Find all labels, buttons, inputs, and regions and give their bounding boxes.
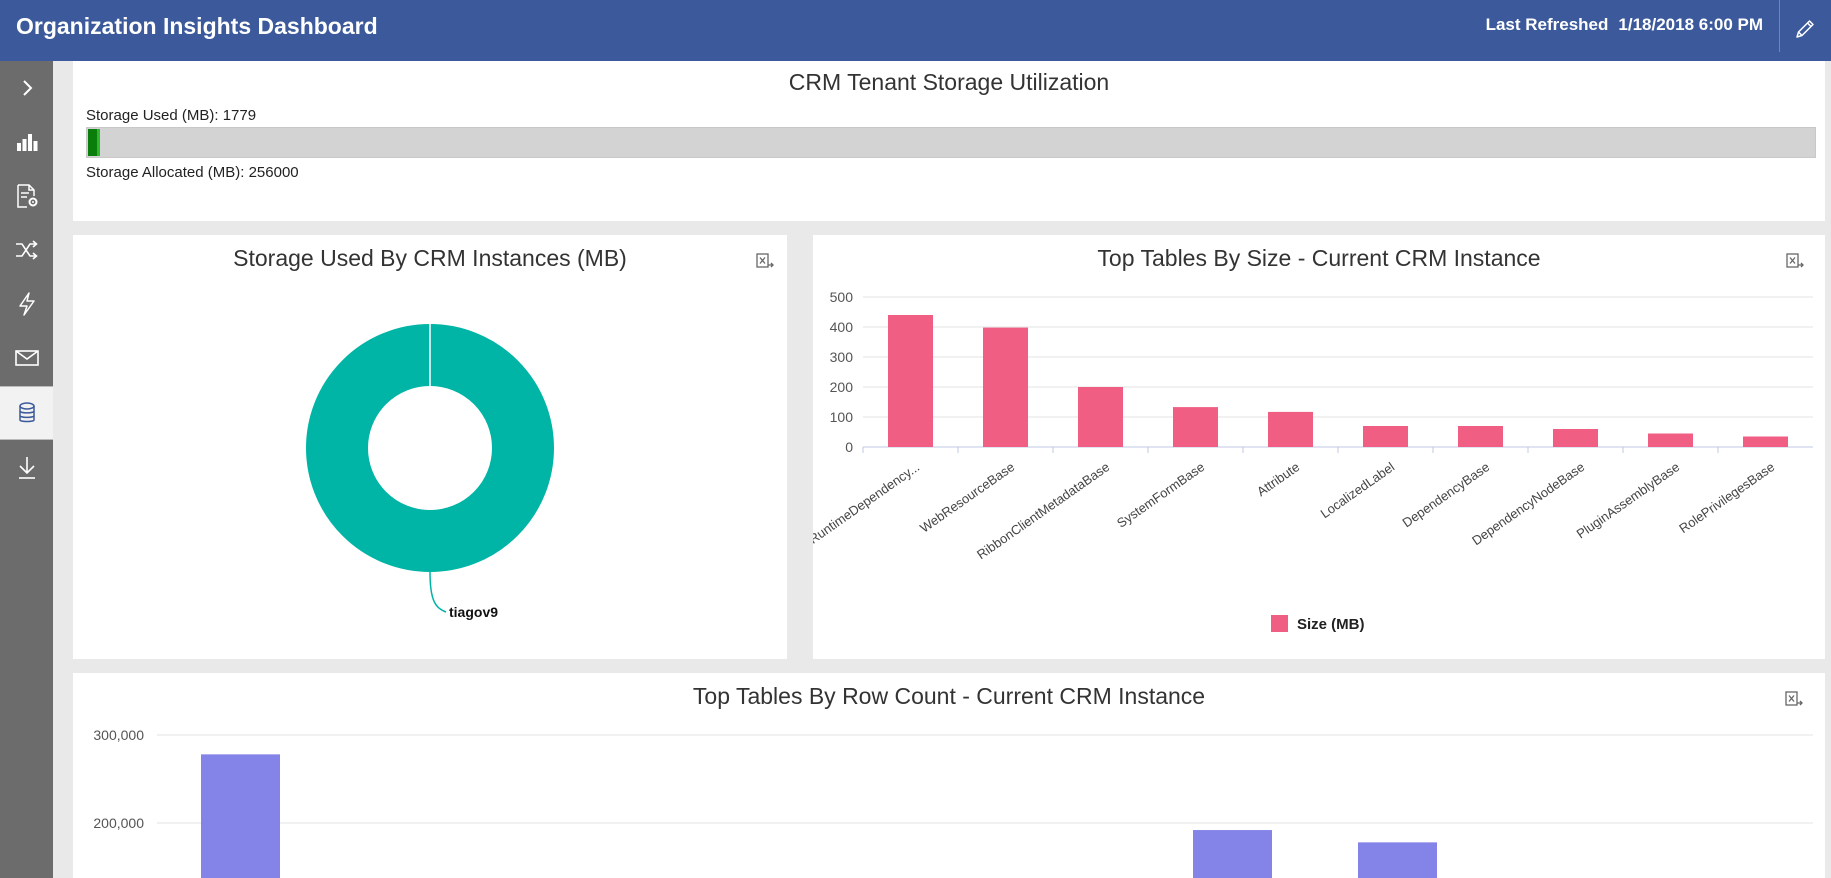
bar-chart-icon — [16, 134, 37, 151]
size-x-tick-label: LocalizedLabel — [1318, 459, 1398, 521]
lightning-icon — [18, 292, 35, 316]
instances-panel: Storage Used By CRM Instances (MB) tiago… — [73, 235, 787, 659]
size-x-tick-label: DependencyBase — [1400, 459, 1493, 530]
size-bar — [1268, 411, 1313, 447]
size-bar — [1648, 433, 1693, 447]
rows-bar-chart: 200,000 300,000 — [93, 727, 1813, 878]
storage-progress-bar — [86, 127, 1816, 158]
size-x-tick-label: PluginAssemblyBase — [1574, 459, 1683, 541]
size-x-tick-label: RolePrivilegesBase — [1676, 459, 1777, 536]
export-excel-button[interactable] — [1782, 687, 1806, 711]
size-bar — [1173, 407, 1218, 447]
size-bar — [1458, 426, 1503, 447]
shuffle-icon — [15, 240, 38, 260]
size-bar — [888, 315, 933, 447]
size-bar — [1078, 387, 1123, 447]
pencil-icon — [1796, 20, 1814, 38]
storage-allocated-label: Storage Allocated (MB): 256000 — [86, 164, 299, 181]
size-x-tick-label: RuntimeDependency... — [813, 459, 922, 547]
sidebar-item-mail[interactable] — [0, 331, 53, 385]
storage-progress-fill — [88, 129, 100, 156]
instances-panel-title: Storage Used By CRM Instances (MB) — [233, 245, 627, 271]
rows-bar — [1193, 830, 1272, 878]
instances-donut-chart: tiagov9 — [306, 324, 554, 620]
storage-used-label: Storage Used (MB): 1779 — [86, 107, 257, 124]
sidebar-item-download[interactable] — [0, 441, 53, 495]
size-y-tick-label: 400 — [830, 319, 854, 335]
size-bar — [1553, 429, 1598, 447]
size-bar — [1743, 436, 1788, 447]
last-refreshed-label: Last Refreshed — [1485, 15, 1609, 34]
download-icon — [18, 457, 35, 479]
size-y-tick-label: 500 — [830, 289, 854, 305]
document-gear-icon — [16, 184, 37, 208]
size-y-tick-label: 300 — [830, 349, 854, 365]
size-y-tick-label: 100 — [830, 409, 854, 425]
last-refreshed-value: 1/18/2018 6:00 PM — [1618, 15, 1763, 34]
donut-label-leader — [429, 571, 447, 613]
size-x-tick-label: Attribute — [1254, 459, 1302, 499]
top-bar: Organization Insights Dashboard Last Ref… — [0, 0, 1831, 61]
donut-slice-label: tiagov9 — [449, 604, 498, 620]
sidebar-item-settings-doc[interactable] — [0, 169, 53, 223]
app-title: Organization Insights Dashboard — [16, 13, 378, 39]
rows-panel: Top Tables By Row Count - Current CRM In… — [73, 673, 1825, 878]
size-legend-swatch — [1271, 615, 1288, 632]
size-bar — [1363, 426, 1408, 447]
mail-icon — [14, 350, 39, 366]
rows-y-tick-label: 200,000 — [93, 815, 144, 831]
excel-export-icon — [1785, 691, 1803, 706]
storage-panel-title: CRM Tenant Storage Utilization — [788, 69, 1110, 95]
storage-utilization-panel: CRM Tenant Storage Utilization Storage U… — [73, 61, 1825, 221]
database-icon — [18, 402, 35, 423]
size-y-tick-label: 200 — [830, 379, 854, 395]
size-panel-title: Top Tables By Size - Current CRM Instanc… — [1097, 245, 1541, 271]
rows-bar — [201, 754, 280, 878]
sidebar-item-analytics[interactable] — [0, 115, 53, 169]
excel-export-icon — [1786, 253, 1804, 268]
export-excel-button[interactable] — [1783, 249, 1807, 273]
chevron-right-icon — [22, 80, 32, 96]
size-x-tick-label: WebResourceBase — [917, 459, 1017, 535]
size-bar-chart: 0 100 200 300 400 500 RuntimeDependency...WebR… — [813, 289, 1813, 633]
size-panel: Top Tables By Size - Current CRM Instanc… — [813, 235, 1825, 659]
size-x-tick-label: SystemFormBase — [1114, 459, 1207, 531]
edit-button[interactable] — [1787, 12, 1823, 46]
sidebar-item-activity[interactable] — [0, 277, 53, 331]
size-legend-label: Size (MB) — [1297, 616, 1365, 633]
sidebar — [0, 61, 53, 878]
rows-y-tick-label: 300,000 — [93, 727, 144, 743]
size-bar — [983, 327, 1028, 447]
size-y-tick-label: 0 — [845, 439, 853, 455]
last-refreshed: Last Refreshed 1/18/2018 6:00 PM — [1486, 15, 1763, 35]
rows-bar — [1358, 842, 1437, 878]
top-divider — [1779, 0, 1780, 52]
rows-panel-title: Top Tables By Row Count - Current CRM In… — [692, 683, 1206, 709]
sidebar-item-storage[interactable] — [0, 386, 53, 440]
excel-export-icon — [756, 253, 774, 268]
export-excel-button[interactable] — [753, 249, 777, 273]
sidebar-item-expand[interactable] — [0, 61, 53, 115]
sidebar-item-shuffle[interactable] — [0, 223, 53, 277]
